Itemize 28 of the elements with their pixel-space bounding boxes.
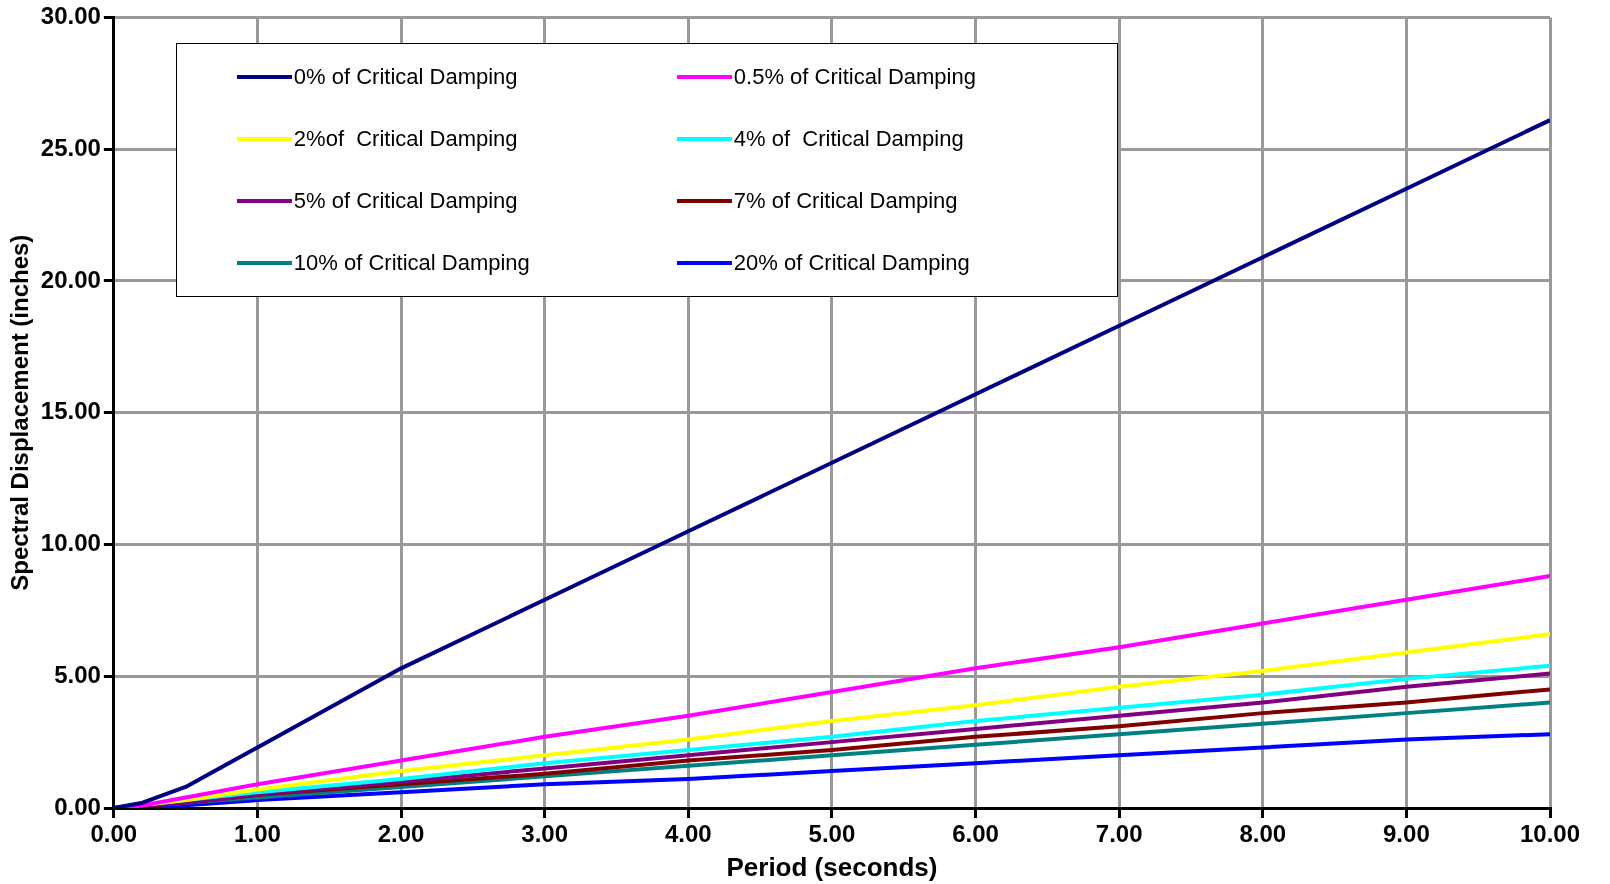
- x-axis-title: Period (seconds): [726, 851, 938, 882]
- y-tick-label: 25.00: [40, 133, 101, 161]
- legend-label: 20% of Critical Damping: [733, 250, 970, 277]
- x-tick-label: 4.00: [664, 820, 712, 848]
- x-tick-label: 6.00: [952, 820, 999, 848]
- legend-label: 2%of Critical Damping: [293, 126, 518, 153]
- legend-label: 5% of Critical Damping: [293, 188, 518, 215]
- x-tick-label: 10.00: [1519, 820, 1581, 848]
- x-tick-label: 9.00: [1383, 820, 1430, 848]
- legend-label: 4% of Critical Damping: [733, 126, 964, 153]
- y-axis-title: Spectral Displacement (inches): [6, 234, 34, 591]
- legend-label: 7% of Critical Damping: [733, 188, 958, 215]
- legend-label: 10% of Critical Damping: [293, 250, 530, 277]
- y-tick-label: 15.00: [40, 397, 101, 425]
- legend-label: 0% of Critical Damping: [293, 64, 518, 91]
- legend-label: 0.5% of Critical Damping: [733, 64, 976, 91]
- x-tick-label: 8.00: [1239, 820, 1287, 848]
- x-tick-label: 1.00: [234, 820, 281, 848]
- x-tick-label: 3.00: [521, 820, 569, 848]
- x-tick-label: 0.00: [90, 820, 138, 848]
- y-tick-label: 5.00: [54, 660, 101, 688]
- y-tick-label: 30.00: [40, 2, 101, 30]
- x-tick-label: 7.00: [1095, 820, 1143, 848]
- y-tick-label: 10.00: [40, 529, 101, 557]
- y-tick-label: 20.00: [40, 265, 101, 293]
- x-tick-label: 2.00: [377, 820, 425, 848]
- y-tick-label: 0.00: [54, 792, 101, 820]
- x-tick-label: 5.00: [808, 820, 856, 848]
